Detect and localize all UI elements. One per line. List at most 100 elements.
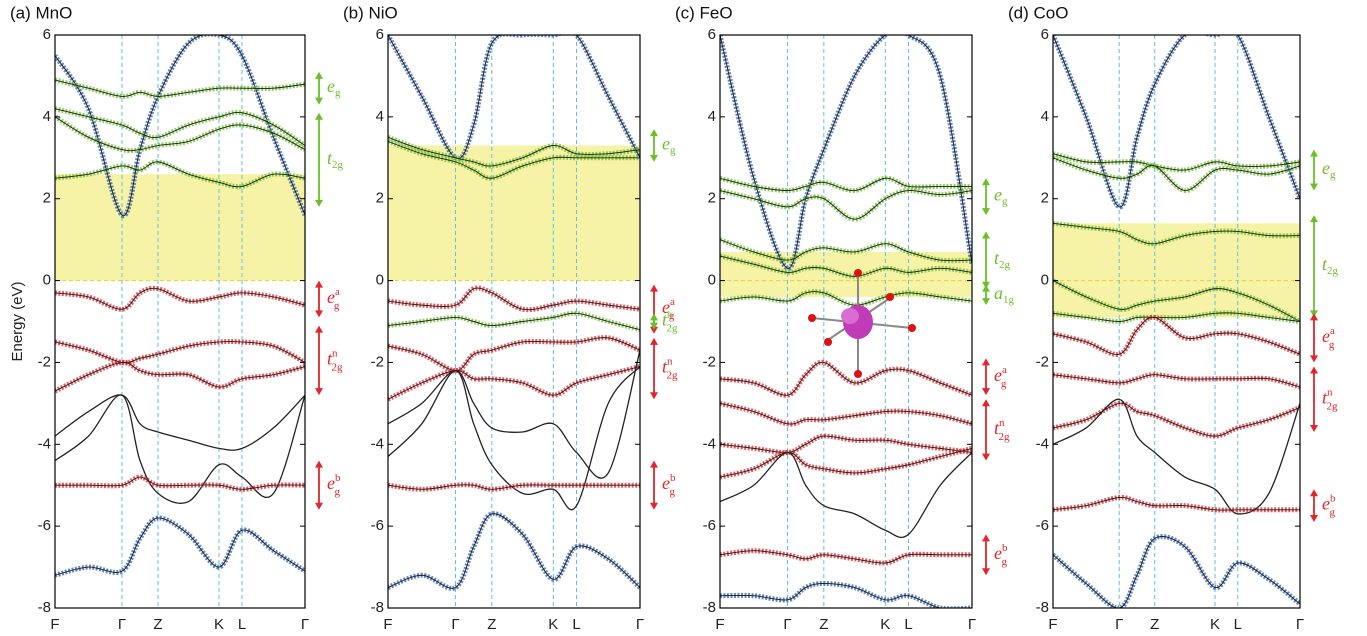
y-tick-label: -2 — [703, 353, 716, 370]
arrow-head — [650, 502, 658, 510]
arrow-head — [315, 325, 323, 333]
x-tick-label: K — [548, 616, 558, 633]
label-sub: g — [670, 486, 676, 498]
y-tick-label: 2 — [1041, 190, 1049, 207]
label-sup: n — [1327, 386, 1333, 398]
x-tick-label: L — [904, 616, 912, 633]
label-sup: a — [335, 286, 340, 298]
arrow-head — [650, 326, 658, 334]
band-core — [1053, 157, 1300, 191]
label-sub: 2g — [1327, 265, 1339, 277]
x-tick-label: Z — [1150, 616, 1159, 633]
y-tick-label: -8 — [371, 599, 384, 616]
plot-frame — [719, 34, 973, 609]
arrow-head — [315, 71, 323, 79]
y-tick-label: 0 — [1041, 272, 1049, 289]
y-tick-label: -6 — [1036, 517, 1049, 534]
label-base: t — [662, 357, 668, 377]
gap-region — [55, 174, 305, 281]
label-base: e — [662, 473, 670, 493]
arrow-head — [650, 284, 658, 292]
y-tick-label: 0 — [708, 272, 716, 289]
band-core — [1053, 312, 1300, 322]
arrow-head — [315, 199, 323, 207]
x-tick-label: F — [715, 616, 724, 633]
label-sub: g — [1330, 506, 1336, 518]
band-core — [388, 312, 640, 331]
y-tick-label: 4 — [376, 108, 384, 125]
arrow-head — [315, 97, 323, 105]
arrow-head — [315, 280, 323, 288]
y-tick-label: -6 — [38, 517, 51, 534]
band-core — [720, 582, 972, 608]
band-core — [55, 161, 305, 188]
x-tick-label: Z — [819, 616, 828, 633]
band — [388, 511, 640, 591]
label-sub: g — [670, 144, 676, 156]
band-label: eb g — [994, 541, 1008, 567]
label-sup: b — [1002, 541, 1008, 553]
x-tick-label: Γ — [451, 616, 459, 633]
arrow-head — [315, 388, 323, 396]
x-tick-label: L — [1234, 616, 1242, 633]
label-sub: g — [1002, 195, 1008, 207]
band-core — [388, 35, 640, 159]
band-core — [720, 35, 972, 269]
band — [1053, 398, 1300, 515]
gap-region — [388, 145, 640, 281]
band-core — [1053, 280, 1300, 322]
label-base: e — [327, 287, 335, 307]
label-base: e — [662, 297, 670, 317]
x-tick-label: K — [1210, 616, 1220, 633]
band-label: a1g — [994, 283, 1015, 305]
arrow-head — [982, 178, 990, 186]
band — [1053, 314, 1300, 357]
x-tick-label: F — [383, 616, 392, 633]
band-core — [388, 484, 640, 490]
arrow-head — [650, 337, 658, 345]
y-tick-label: 6 — [376, 26, 384, 43]
arrow-head — [1310, 489, 1318, 497]
y-tick-label: 4 — [708, 108, 716, 125]
label-base: e — [994, 543, 1002, 563]
band — [55, 394, 305, 451]
band-core — [388, 513, 640, 589]
panel-title: (c) FeO — [675, 3, 733, 22]
label-base: t — [662, 310, 668, 330]
y-tick-label: 2 — [708, 190, 716, 207]
band-label: tn 2g — [662, 308, 678, 334]
y-tick-label: -2 — [38, 353, 51, 370]
y-tick-label: 2 — [43, 190, 51, 207]
y-tick-label: 6 — [43, 26, 51, 43]
y-tick-label: 4 — [1041, 108, 1049, 125]
band — [1053, 35, 1300, 210]
x-tick-label: Γ — [783, 616, 791, 633]
band-core — [55, 476, 305, 490]
arrow-head — [982, 358, 990, 366]
y-tick-label: -4 — [1036, 435, 1049, 452]
band-core — [55, 116, 305, 152]
band-label: eb g — [1322, 492, 1336, 518]
band-core — [720, 255, 972, 277]
band — [1053, 494, 1300, 513]
arrow-head — [982, 388, 990, 396]
y-axis-label: Energy (eV) — [9, 281, 26, 361]
y-tick-label: -6 — [703, 517, 716, 534]
label-sub: 2g — [667, 322, 679, 334]
band — [55, 359, 305, 394]
y-tick-label: 6 — [708, 26, 716, 43]
x-tick-label: Γ — [1115, 616, 1123, 633]
label-sup: a — [670, 296, 675, 308]
arrow-head — [982, 399, 990, 407]
y-tick-label: -8 — [38, 599, 51, 616]
label-sub: 2g — [999, 430, 1011, 442]
label-sup: n — [332, 347, 338, 359]
label-sup: n — [667, 308, 673, 320]
band-core — [720, 177, 972, 191]
band — [1053, 372, 1300, 390]
label-base: e — [327, 76, 335, 96]
band-label: tn 2g — [662, 355, 678, 381]
label-base: e — [1322, 494, 1330, 514]
band-label: eg — [1322, 158, 1336, 180]
